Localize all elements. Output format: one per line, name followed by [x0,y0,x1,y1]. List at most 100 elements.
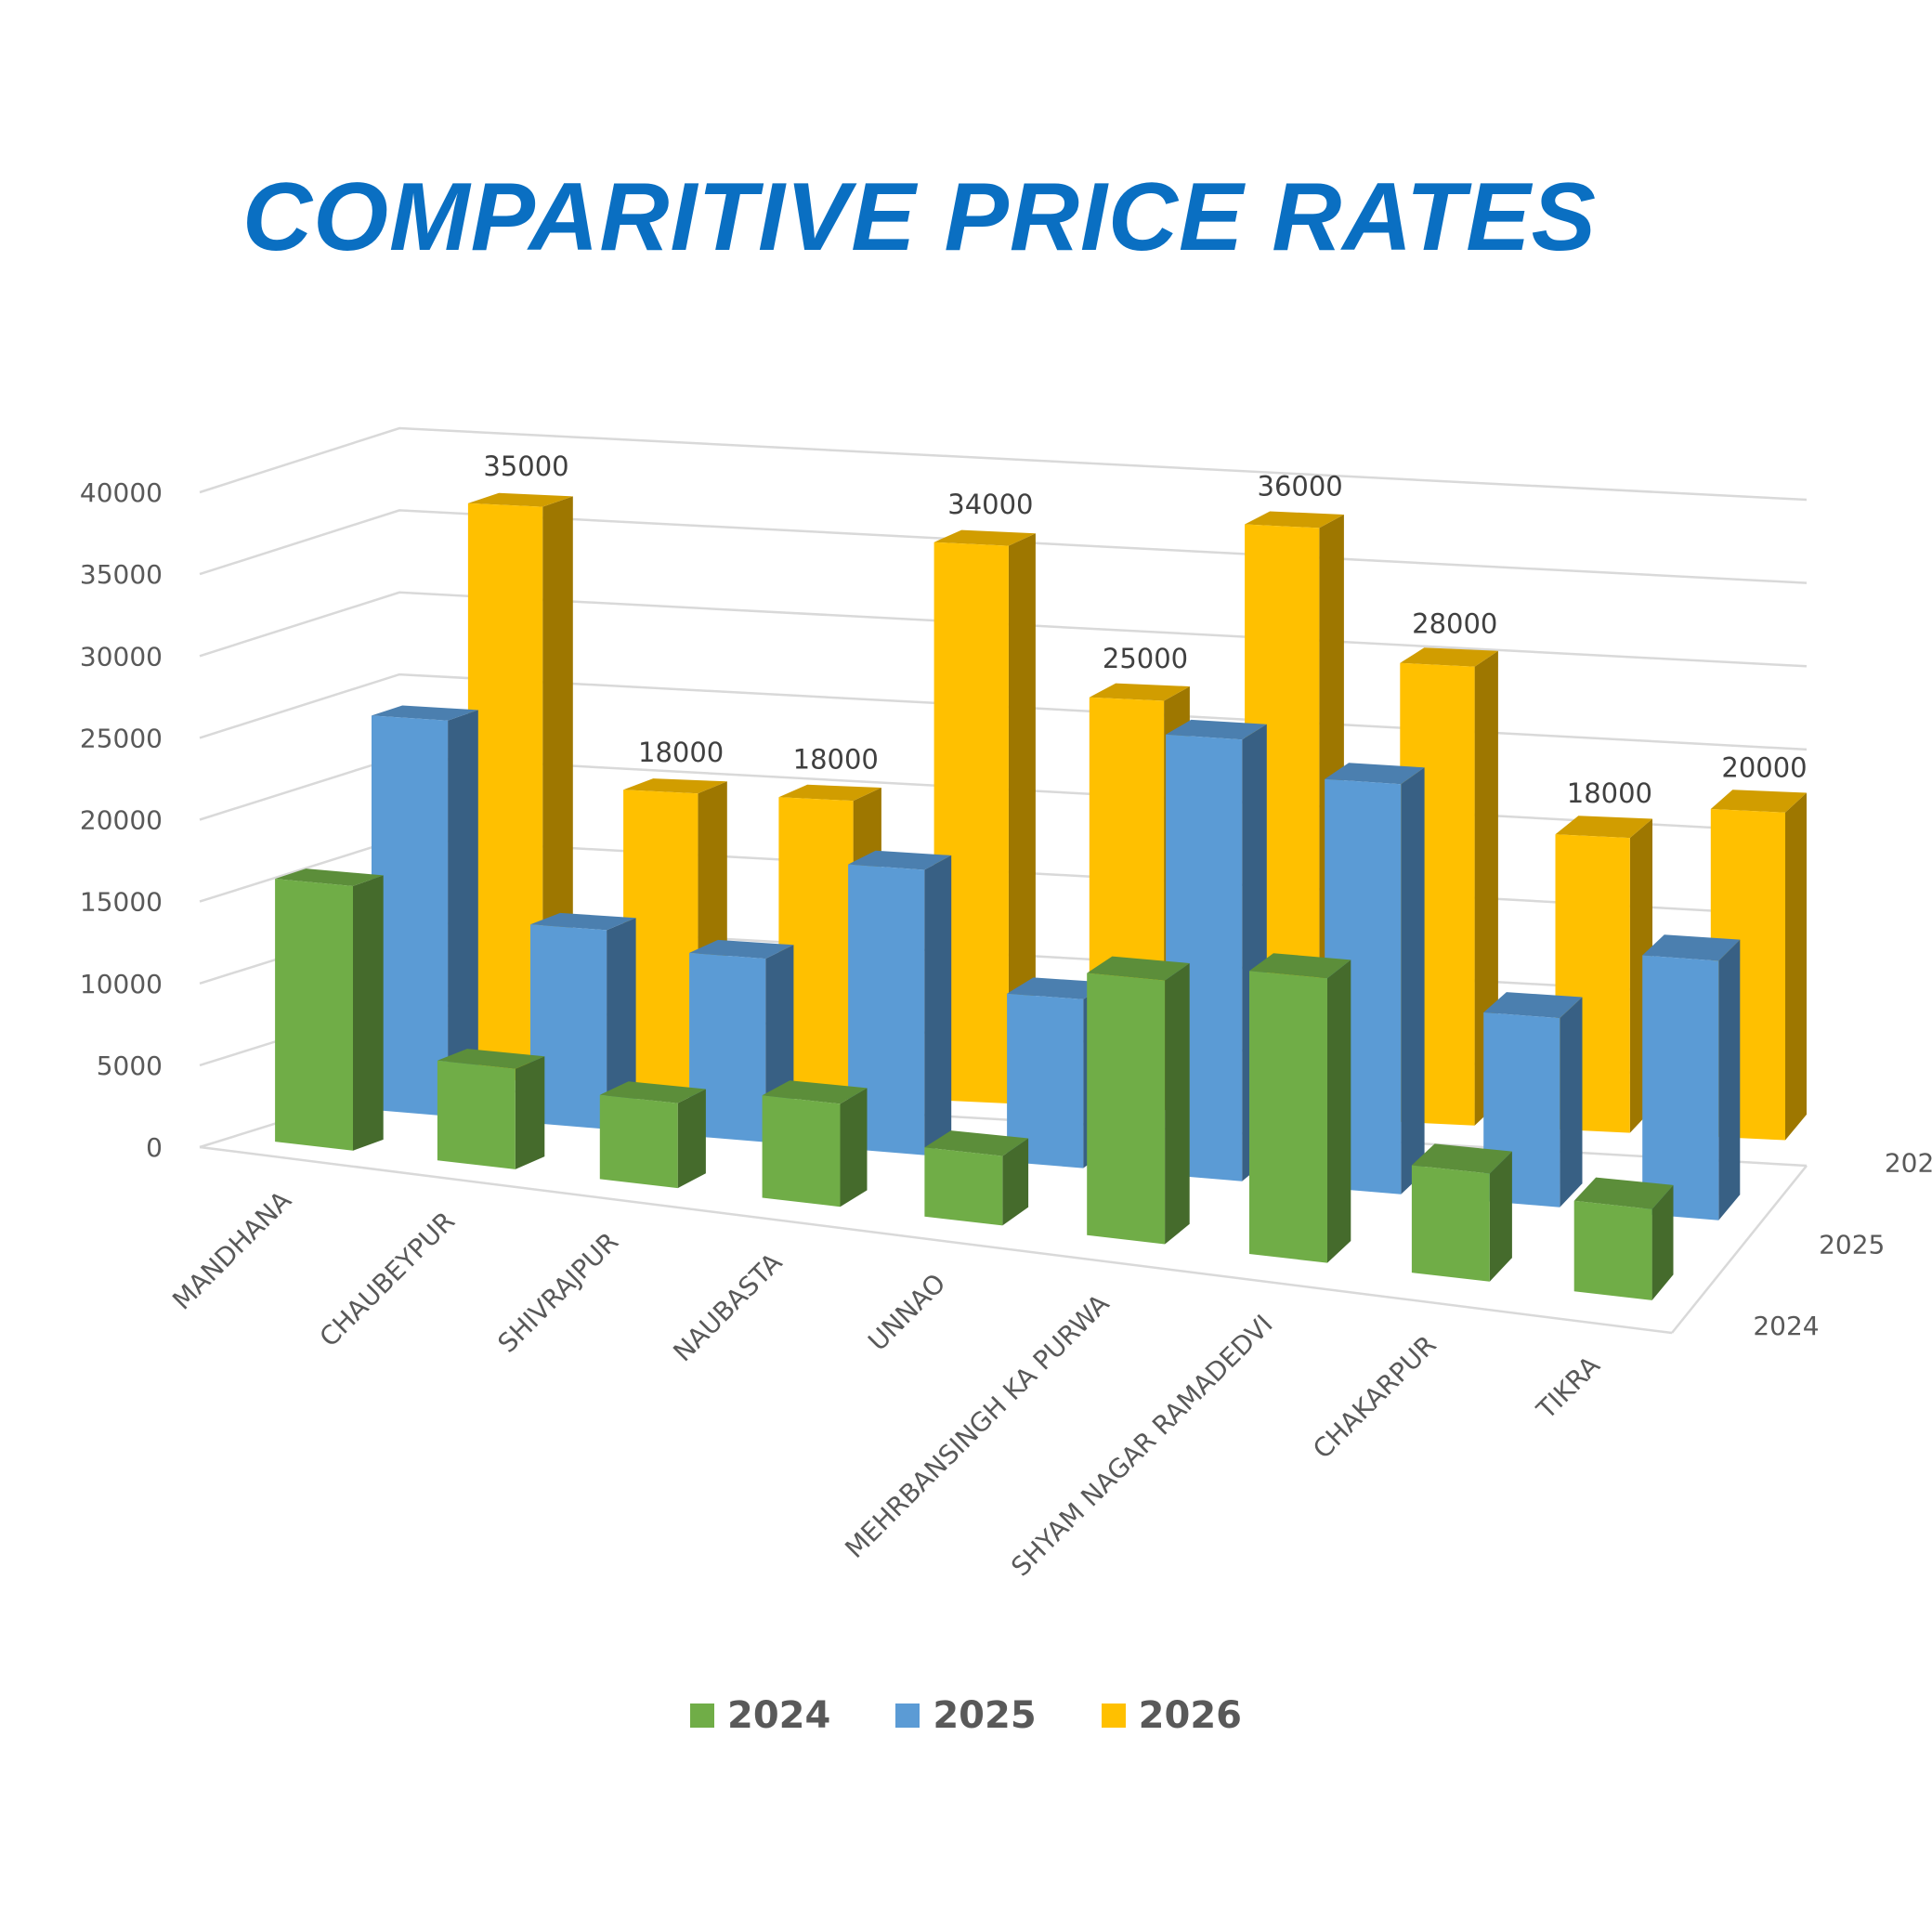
bar-2025 [848,864,925,1155]
y-tick-label: 0 [146,1132,163,1163]
bar-side-2026 [1785,792,1807,1141]
bar-top-2026 [467,492,573,507]
category-label: UNNAO [862,1268,951,1357]
category-label: TIKRA [1530,1351,1605,1426]
bar-top-2025 [1166,719,1267,740]
legend-label-2026: 2026 [1138,1694,1242,1737]
data-label: 25000 [1103,643,1188,674]
legend-swatch-2026 [1101,1704,1126,1728]
bar-2026 [933,542,1009,1103]
bar-top-2025 [372,705,478,721]
bar-top-2025 [1007,977,1109,999]
bar-side-2025 [448,710,478,1116]
bar-2025 [530,924,607,1129]
y-tick-label: 5000 [97,1051,163,1081]
data-label: 18000 [793,743,879,775]
bar-side-2024 [1002,1138,1029,1226]
legend-label-2025: 2025 [933,1694,1037,1737]
bar-2025 [372,715,449,1116]
bar-2026 [467,503,543,1082]
bar-top-2024 [1573,1177,1674,1209]
y-tick-label: 15000 [80,887,163,918]
bar-2024 [1411,1165,1490,1282]
bar-side-2024 [1489,1151,1512,1282]
bar-2026 [778,797,854,1097]
gridline [199,426,1808,502]
bar-side-2024 [677,1089,706,1189]
data-label: 18000 [638,737,724,768]
bar-top-2024 [1411,1143,1512,1174]
legend-swatch-2024 [690,1704,714,1728]
bar-side-2024 [1651,1184,1674,1300]
y-tick-label: 40000 [80,477,163,508]
depth-axis-label: 2024 [1753,1311,1819,1341]
bar-side-2025 [1560,997,1583,1208]
legend-item-2026: 2026 [1101,1694,1242,1737]
bar-top-2025 [1483,992,1583,1019]
bar-2026 [623,790,698,1090]
depth-axis-label: 2025 [1819,1229,1885,1260]
chart-title: COMPARITIVE PRICE RATES [242,163,1597,271]
bar-2024 [437,1060,516,1169]
legend-swatch-2025 [895,1704,920,1728]
bar-side-2025 [607,918,636,1129]
bar-side-2025 [1401,767,1425,1194]
category-label: MANDHANA [166,1185,297,1316]
bar-top-2024 [1087,956,1190,981]
bar-top-2026 [1245,511,1344,529]
bar-2024 [599,1094,678,1189]
data-label: 34000 [947,489,1033,520]
bar-top-2026 [1400,647,1498,667]
bar-top-2024 [275,868,384,886]
y-tick-label: 10000 [80,969,163,999]
bar-2024 [275,879,353,1151]
legend: 2024 2025 2026 [0,1694,1932,1737]
y-tick-label: 35000 [80,559,163,590]
bar-top-2025 [1642,934,1741,961]
data-label: 35000 [483,450,568,482]
bar-top-2024 [437,1049,545,1069]
bar-top-2026 [1089,683,1190,701]
category-label: CHAUBEYPUR [314,1206,461,1352]
bar-top-2024 [599,1081,706,1103]
bar-side-2024 [1165,963,1190,1245]
y-tick-label: 20000 [80,805,163,836]
bar-side-2024 [353,875,384,1151]
bar-side-2024 [1327,959,1351,1263]
bar-top-2024 [1249,953,1351,979]
bar-top-2025 [689,939,794,959]
data-label: 28000 [1412,607,1497,639]
category-label: NAUBASTA [667,1247,788,1367]
bar-side-2025 [924,855,952,1155]
bar-top-2025 [530,912,636,931]
bar-top-2026 [1710,790,1807,813]
floor-front-edge [199,1145,1673,1335]
depth-axis-label: 2026 [1885,1147,1932,1178]
bar-2024 [924,1147,1003,1226]
category-label: CHAKARPUR [1307,1329,1442,1465]
bar-2025 [1007,993,1084,1168]
floor-right-edge [1671,1165,1808,1334]
bar-top-2024 [924,1130,1029,1156]
category-label: SHIVRAJPUR [492,1226,625,1359]
y-tick-label: 30000 [80,641,163,672]
bar-top-2026 [778,784,881,802]
legend-label-2024: 2024 [727,1694,831,1737]
bar-side-2026 [1008,533,1036,1103]
bar-top-2026 [623,778,727,794]
bar-2024 [1573,1200,1652,1300]
bar-side-2025 [1718,939,1741,1221]
bar-2024 [1087,973,1166,1245]
bar-2025 [1642,955,1719,1221]
bar-top-2025 [848,850,952,870]
data-label: 20000 [1721,751,1807,783]
bar-2024 [1249,971,1327,1263]
bar-top-2026 [1555,816,1652,839]
bar-top-2025 [1325,763,1425,785]
bar-top-2026 [933,529,1036,546]
bar-side-2024 [840,1088,868,1208]
data-label: 36000 [1258,470,1343,502]
bar-2024 [762,1095,841,1208]
data-label: 18000 [1567,777,1652,809]
